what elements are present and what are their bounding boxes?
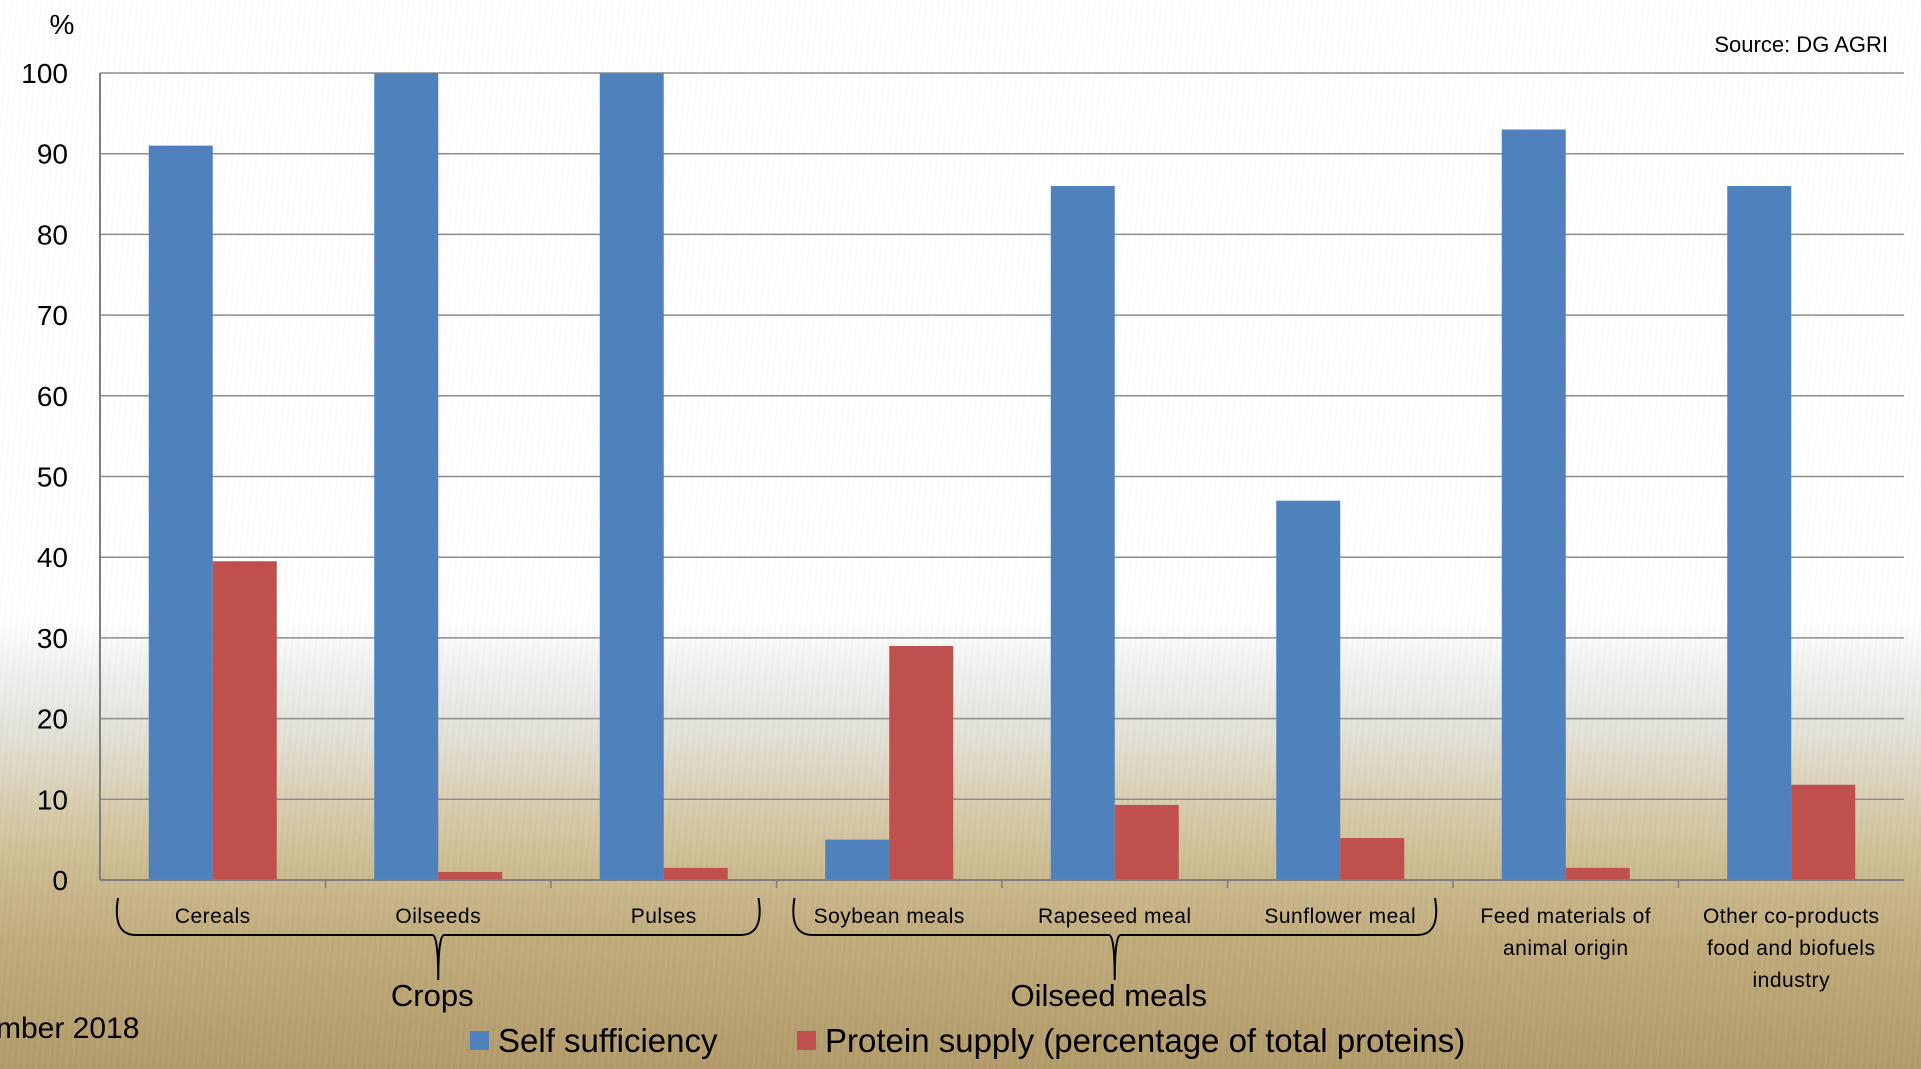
bar-protein-supply — [663, 867, 728, 880]
category-label: Feed materials of — [1480, 905, 1651, 928]
bar-self-sufficiency — [825, 839, 890, 880]
bar-protein-supply — [1565, 867, 1630, 880]
category-label: animal origin — [1503, 937, 1629, 960]
bar-self-sufficiency — [1050, 185, 1115, 881]
category-groups: Crops Oilseed meals — [115, 897, 1438, 1013]
group-label: Oilseed meals — [1011, 978, 1207, 1013]
y-tick-label: 30 — [37, 623, 68, 654]
category-label: Rapeseed meal — [1038, 905, 1192, 928]
group-label: Crops — [391, 978, 474, 1013]
bar-self-sufficiency — [374, 73, 439, 880]
category-labels: Cereals Oilseeds Pulses Soybean meals Rapese… — [175, 905, 1880, 992]
y-tick-label: 60 — [37, 381, 68, 412]
legend: Self sufficiency Protein supply (percenta… — [470, 1022, 1465, 1059]
category-label: Other co-products — [1703, 905, 1880, 928]
bar-self-sufficiency — [148, 145, 213, 880]
gridlines — [100, 72, 1904, 801]
y-tick-label: 70 — [37, 300, 68, 331]
footer-date: mber 2018 — [0, 1012, 139, 1045]
category-label: Oilseeds — [395, 905, 481, 928]
category-label: food and biofuels — [1707, 937, 1875, 960]
legend-swatch — [797, 1031, 816, 1050]
category-label: Cereals — [175, 905, 251, 928]
bar-protein-supply — [889, 645, 954, 880]
y-axis-tick-labels: 0 10 20 30 40 50 60 70 80 90 100 — [21, 58, 68, 896]
y-tick-label: 10 — [37, 784, 68, 815]
x-axis-ticks — [324, 880, 1680, 888]
y-tick-label: 50 — [37, 462, 68, 493]
bar-self-sufficiency — [1501, 129, 1566, 881]
source-note: Source: DG AGRI — [1714, 32, 1888, 57]
legend-label: Self sufficiency — [498, 1022, 718, 1059]
y-tick-label: 20 — [37, 704, 68, 735]
legend-label: Protein supply (percentage of total prot… — [825, 1022, 1465, 1059]
bar-protein-supply — [438, 871, 503, 880]
y-axis-label: % — [50, 9, 75, 40]
group-brace — [115, 897, 761, 981]
y-tick-label: 100 — [21, 58, 68, 89]
category-label: Sunflower meal — [1264, 905, 1416, 928]
category-label: industry — [1752, 969, 1830, 992]
bar-protein-supply — [1340, 838, 1405, 880]
bar-protein-supply — [1791, 784, 1856, 880]
category-label: Soybean meals — [814, 905, 965, 928]
bar-protein-supply — [1114, 804, 1179, 880]
y-tick-label: 90 — [37, 139, 68, 170]
category-label: Pulses — [631, 905, 697, 928]
group-brace — [792, 897, 1438, 981]
y-tick-label: 0 — [52, 865, 68, 896]
bars — [148, 73, 1856, 881]
bar-self-sufficiency — [1276, 500, 1341, 880]
legend-swatch — [470, 1031, 489, 1050]
y-tick-label: 80 — [37, 219, 68, 250]
bar-self-sufficiency — [599, 73, 664, 880]
bar-self-sufficiency — [1727, 185, 1792, 881]
bar-protein-supply — [212, 561, 277, 880]
y-tick-label: 40 — [37, 542, 68, 573]
